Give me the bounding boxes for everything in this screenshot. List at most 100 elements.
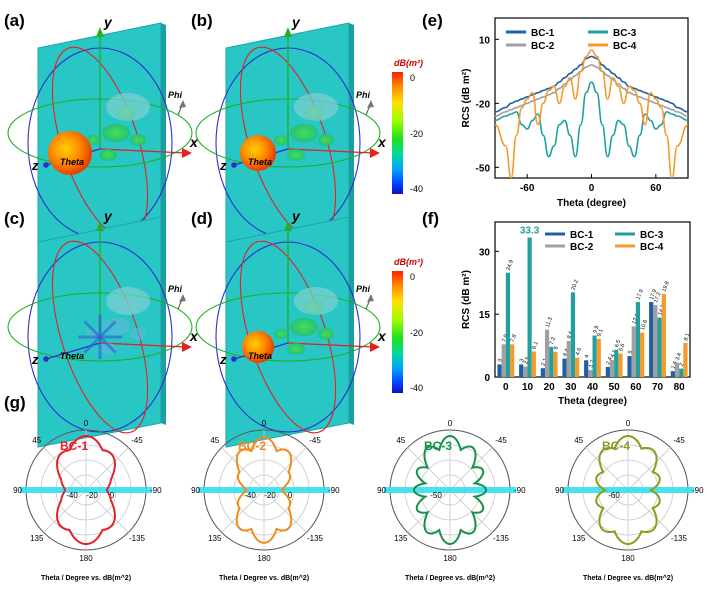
axis-x-label: x — [377, 134, 387, 150]
polar-chart-bc-2: 0 45 -45 90 -90 135 -135 180 -40 -20 0 BC-2 Theta / … — [191, 419, 340, 582]
polar-angle-label: -90 — [150, 486, 162, 495]
polar-angle-label: 0 — [626, 419, 631, 428]
polar-pattern-line — [595, 434, 661, 546]
polar-angle-label: -45 — [131, 436, 143, 445]
polar-grid-spoke — [627, 489, 671, 533]
polar-grid-spoke — [85, 447, 129, 491]
bar-value-label: 9.1 — [597, 328, 605, 337]
colorbar-bottom-tick: -20 — [410, 328, 423, 338]
polar-radial-tick: -20 — [86, 491, 98, 500]
polar-footer: Theta / Degree vs. dB(m^2) — [405, 574, 495, 582]
bar-value-label: 3 — [497, 358, 504, 363]
bar-value-label: 7.8 — [510, 334, 518, 343]
bar-bc-3 — [635, 302, 641, 377]
polar-radial-tick: -40 — [244, 491, 256, 500]
bar-bc-2 — [609, 359, 615, 377]
x-axis-label: Theta (degree) — [558, 396, 627, 407]
scattering-lobe — [318, 328, 334, 340]
phi-label: Phi — [168, 284, 183, 294]
x-tick-label: 50 — [609, 382, 621, 393]
axis-z-label: z — [219, 352, 227, 367]
bar-bc-2 — [653, 304, 658, 377]
panel-label-a: (a) — [4, 11, 25, 30]
bar-value-label: 8.6 — [566, 330, 574, 339]
bar-bc-4 — [510, 344, 515, 377]
polar-angle-label: 180 — [621, 554, 635, 563]
series-line-bc-2 — [495, 64, 688, 117]
x-tick-label: 0 — [503, 382, 509, 393]
y-tick-label: -50 — [476, 163, 491, 174]
polar-chart-bc-1: 0 45 -45 90 -90 135 -135 180 -40 -20 0 BC-1 Theta / … — [13, 419, 162, 582]
polar-plate-band — [384, 487, 516, 493]
x-axis-label: Theta (degree) — [557, 198, 626, 209]
polar-angle-label: -45 — [495, 436, 507, 445]
axis-y-label: y — [291, 14, 301, 30]
polar-grid-spoke — [85, 489, 129, 533]
bar-bc-3 — [614, 349, 619, 377]
theta-label: Theta — [60, 351, 84, 361]
polar-grid-spoke — [263, 489, 307, 533]
bar-value-label: 2.5 — [523, 356, 531, 365]
colorbar-top-tick: -20 — [410, 129, 423, 139]
panel-a-scene: y x z Theta Phi — [7, 14, 199, 254]
bar-bc-4 — [596, 338, 601, 377]
bar-bc-2 — [674, 362, 680, 377]
colorbar-top-tick: -40 — [410, 184, 423, 194]
bar-value-label: 2 — [679, 362, 686, 367]
series-line-bc-3 — [495, 81, 688, 158]
polar-grid-spoke — [221, 489, 265, 533]
y-tick-label: 15 — [479, 310, 491, 321]
polar-angle-label: 45 — [396, 436, 405, 445]
bar-value-label: 9.9 — [592, 325, 600, 334]
x-tick-label: 20 — [544, 382, 556, 393]
polar-angle-label: -135 — [129, 534, 146, 543]
polar-footer: Theta / Degree vs. dB(m^2) — [41, 574, 131, 582]
bar-value-label: 17.9 — [636, 289, 645, 301]
bar-bc-1 — [497, 364, 502, 377]
axis-y-label: y — [103, 14, 113, 30]
bar-value-label: 1.7 — [588, 359, 596, 368]
scattering-lobe — [86, 135, 100, 145]
bar-value-label: 10.6 — [640, 319, 649, 331]
axis-z-label: z — [31, 352, 39, 367]
polar-radial-tick: 0 — [288, 491, 293, 500]
scattering-lobe — [106, 93, 150, 121]
specular-hotspot — [48, 131, 92, 175]
polar-footer: Theta / Degree vs. dB(m^2) — [219, 574, 309, 582]
polar-angle-label: 90 — [13, 486, 22, 495]
bar-value-label: 7.8 — [501, 334, 509, 343]
axis-x-label: x — [377, 328, 387, 344]
bar-value-label: 4.1 — [610, 349, 618, 358]
polar-footer: Theta / Degree vs. dB(m^2) — [583, 574, 673, 582]
polar-angle-label: 90 — [555, 486, 564, 495]
bar-value-label: 6.1 — [532, 341, 540, 350]
bar-bc-1 — [670, 371, 675, 377]
polar-grid-spoke — [43, 489, 87, 533]
polar-angle-label: -90 — [514, 486, 526, 495]
scattering-lobe — [290, 124, 318, 142]
panel-b-scene: y x z Theta Phi — [195, 14, 387, 254]
theta-label: Theta — [248, 157, 272, 167]
polar-pattern-line — [56, 434, 116, 546]
x-tick-label: 40 — [587, 382, 599, 393]
scattering-ray — [83, 320, 102, 339]
polar-angle-label: 135 — [208, 534, 222, 543]
polar-title: BC-4 — [602, 439, 630, 453]
panel-label-e: (e) — [422, 11, 443, 30]
axis-y-label: y — [291, 208, 301, 224]
polar-angle-label: -135 — [671, 534, 688, 543]
panel-label-f: (f) — [422, 209, 439, 228]
x-tick-label: 80 — [674, 382, 686, 393]
bar-value-label: 20.2 — [571, 279, 580, 291]
bar-bc-4 — [661, 294, 666, 377]
x-tick-label: 70 — [652, 382, 664, 393]
bar-bc-1 — [562, 358, 567, 377]
colorbar-bottom-tick: -40 — [410, 383, 423, 393]
polar-angle-label: 90 — [191, 486, 200, 495]
polar-angle-label: -90 — [692, 486, 704, 495]
bar-bc-4 — [618, 353, 623, 377]
legend-label: BC-4 — [613, 41, 637, 52]
scattering-lobe — [106, 287, 150, 315]
polar-pattern-line — [412, 434, 488, 546]
bar-value-label: 1.4 — [671, 361, 679, 370]
